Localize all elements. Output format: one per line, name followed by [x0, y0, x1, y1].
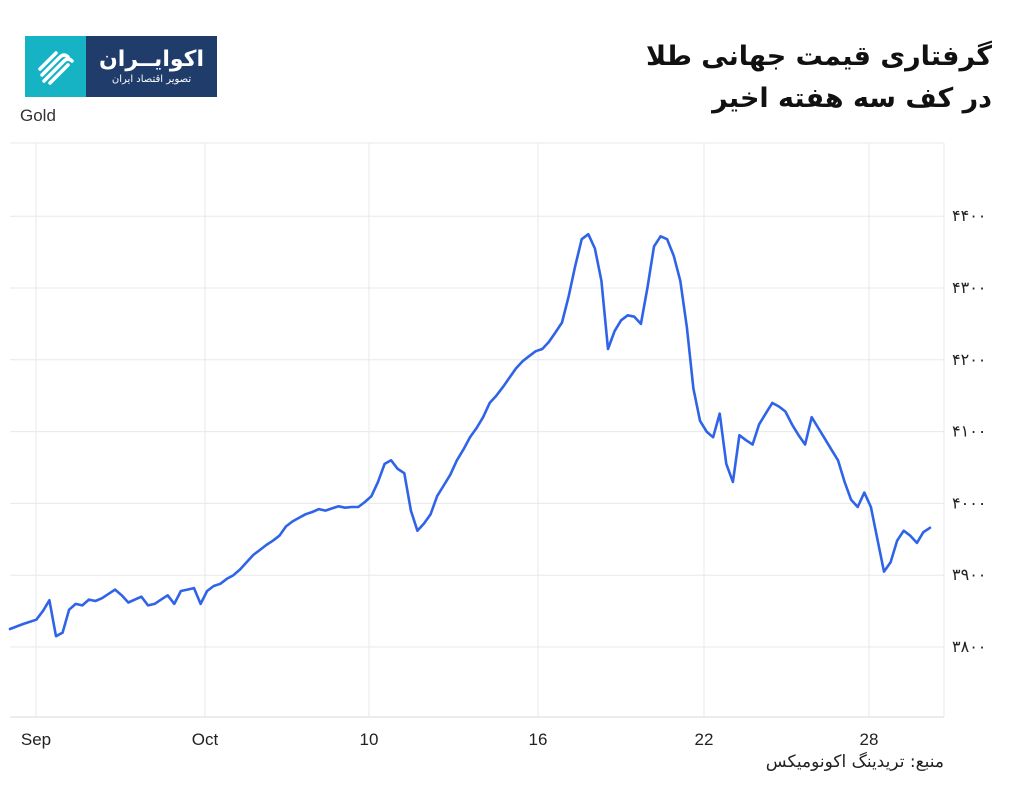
chart-title: گرفتاری قیمت جهانی طلا در کف سه هفته اخی…: [646, 36, 992, 120]
source-note: منبع: تریدینگ اکونومیکس: [765, 752, 944, 772]
y-tick-label: ۴۱۰۰: [952, 422, 986, 441]
y-tick-label: ۴۰۰۰: [952, 493, 986, 512]
x-tick-label: Oct: [192, 730, 219, 749]
logo-emblem-icon: [25, 36, 86, 97]
x-tick-label: 28: [860, 730, 879, 749]
axis-layer: ۳۸۰۰ ۳۹۰۰ ۴۰۰۰ ۴۱۰۰ ۴۲۰۰ ۴۳۰۰ ۴۴۰۰ Sep Oct 10 16 22…: [21, 206, 987, 749]
logo-name: اکوایــران: [99, 46, 204, 72]
gold-price-line: [8, 232, 932, 638]
y-tick-label: ۳۸۰۰: [952, 637, 986, 656]
series-label: Gold: [20, 106, 56, 125]
logo-mark-icon: [37, 50, 74, 85]
y-tick-label: ۴۲۰۰: [952, 350, 986, 369]
x-tick-label: 22: [695, 730, 714, 749]
x-tick-label: 16: [529, 730, 548, 749]
y-tick-label: ۴۳۰۰: [952, 278, 986, 297]
chart-title-line-1: گرفتاری قیمت جهانی طلا: [645, 41, 992, 72]
grid-layer: [10, 142, 945, 718]
y-tick-label: ۳۹۰۰: [952, 565, 986, 584]
chart-title-line-2: در کف سه هفته اخیر: [712, 83, 992, 114]
series-layer: [8, 232, 932, 638]
logo-text: اکوایــران تصویر اقتصاد ایران: [86, 36, 217, 97]
logo-tagline: تصویر اقتصاد ایران: [111, 73, 192, 85]
ecoiran-logo: اکوایــران تصویر اقتصاد ایران: [25, 36, 217, 97]
x-tick-label: Sep: [21, 730, 51, 749]
x-tick-label: 10: [360, 730, 379, 749]
y-tick-label: ۴۴۰۰: [952, 206, 986, 225]
